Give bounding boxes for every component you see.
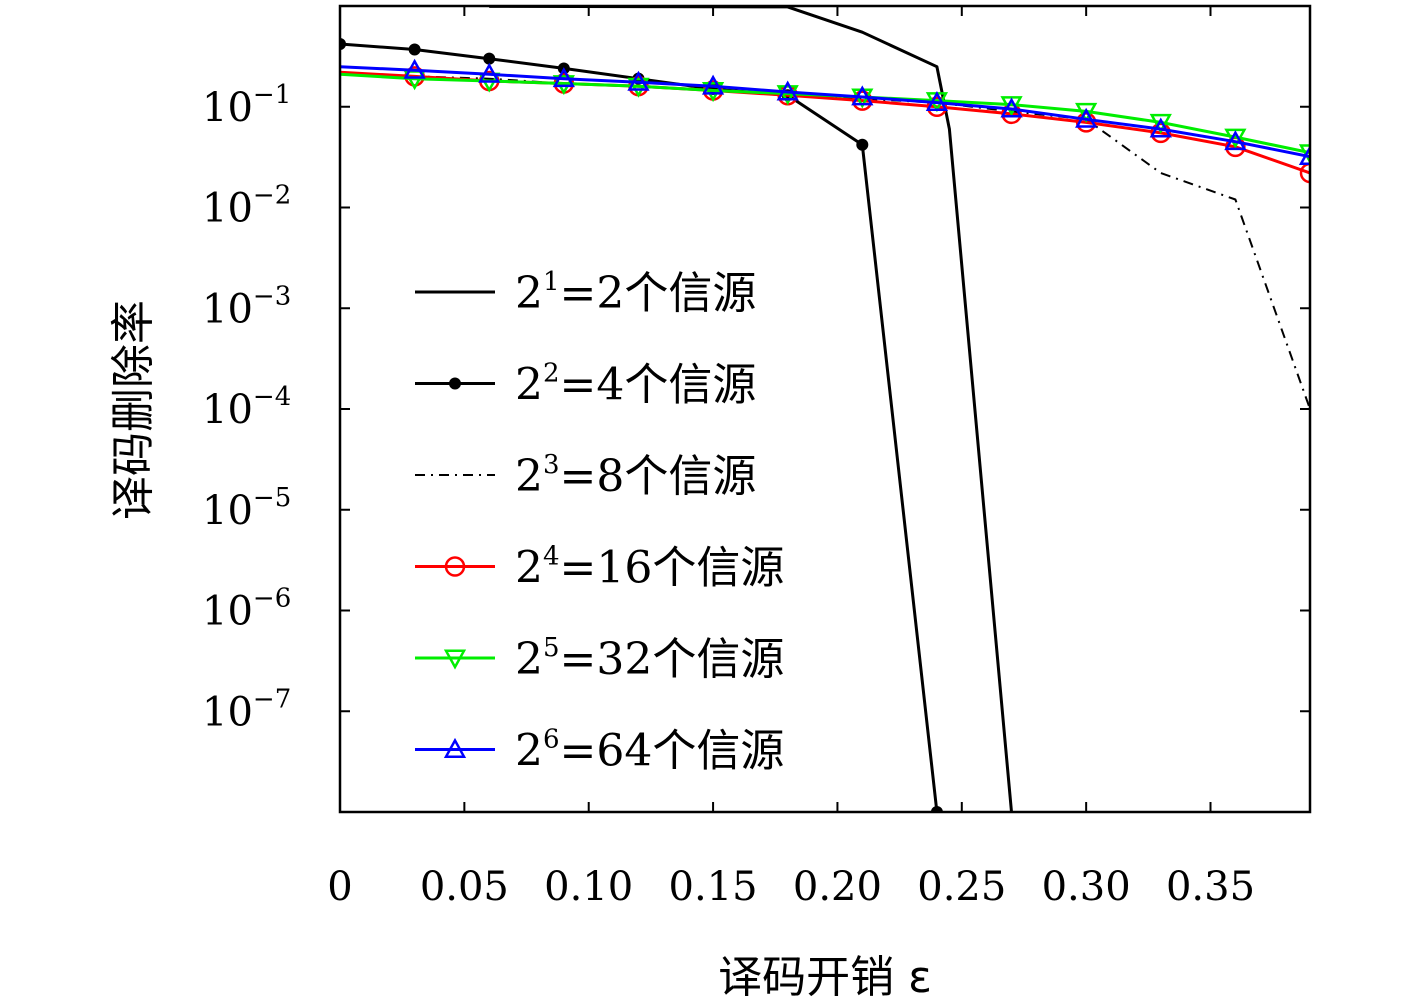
series-5-point (552, 75, 575, 96)
series-6-point (552, 67, 575, 88)
legend-label: 24=16个信源 (515, 542, 784, 594)
series-4-point (852, 90, 873, 111)
legend-item-3: 23=8个信源 (415, 450, 756, 502)
x-tick-label: 0.05 (420, 864, 509, 910)
series-4-point (1299, 162, 1310, 184)
legend: 21=2个信源 22=4个信源 23=8个信源 24=16个信源 25=32个信源 26=… (415, 267, 784, 777)
series-5-point (1000, 96, 1023, 117)
series-6-point (1075, 107, 1098, 128)
y-tick-label: 10−1 (202, 80, 291, 131)
series-6-point (627, 70, 650, 91)
legend-label: 26=64个信源 (515, 725, 784, 777)
series-5-point (1224, 128, 1247, 149)
x-axis-label: 译码开销 ε (718, 952, 932, 1003)
legend-marker (443, 737, 467, 758)
x-tick-label: 0.15 (669, 864, 758, 910)
y-axis-label: 译码删除率 (108, 300, 159, 520)
series-5-point (1149, 113, 1172, 134)
x-tick-label: 0.10 (544, 864, 633, 910)
series-6-point (701, 74, 725, 95)
x-tick-label: 0.20 (793, 864, 882, 910)
series-2-point (930, 806, 943, 812)
y-tick-label: 10−4 (202, 382, 291, 433)
series-6-point (1149, 117, 1172, 138)
series-2-point (340, 37, 346, 50)
legend-label: 22=4个信源 (515, 359, 756, 411)
series-2-point (483, 52, 496, 65)
series-6-point (925, 91, 949, 112)
legend-item-5: 25=32个信源 (415, 633, 784, 685)
y-tick-label: 10−6 (202, 584, 291, 635)
legend-item-2: 22=4个信源 (415, 359, 756, 411)
y-tick-label: 10−2 (202, 181, 291, 232)
series-5 (340, 70, 1310, 165)
legend-label: 25=32个信源 (515, 633, 784, 685)
series-2-line (340, 42, 939, 812)
legend-item-4: 24=16个信源 (415, 542, 784, 594)
series-5-point (1075, 102, 1098, 123)
x-tick-label: 0 (327, 864, 352, 910)
series-6-line (340, 65, 1310, 159)
legend-item-1: 21=2个信源 (415, 267, 756, 319)
series-6 (340, 58, 1310, 166)
series-6-point (1298, 145, 1310, 166)
legend-marker (444, 556, 466, 577)
series-6-point (1000, 97, 1023, 118)
series-4-point (926, 96, 948, 117)
series-5-point (776, 85, 799, 106)
legend-label: 23=8个信源 (515, 450, 756, 502)
y-tick-label: 10−3 (202, 281, 291, 332)
series-4-point (1075, 112, 1097, 133)
series-6-point (478, 62, 501, 83)
series-6-point (851, 85, 874, 106)
series-5-point (627, 77, 650, 98)
series-6-point (776, 80, 799, 101)
series-2 (340, 37, 943, 812)
legend-item-6: 26=64个信源 (415, 725, 784, 777)
series-layer (340, 6, 1310, 812)
axes: 0 0.05 0.10 0.15 0.20 0.25 0.30 0.35 10−1 10−2 10−… (202, 4, 1312, 910)
legend-label: 21=2个信源 (515, 267, 756, 319)
legend-marker (443, 649, 467, 670)
x-tick-label: 0.30 (1042, 864, 1131, 910)
series-6-point (403, 58, 426, 79)
x-tick-label: 0.35 (1166, 864, 1255, 910)
series-6-point (1224, 130, 1247, 151)
series-5-point (701, 82, 725, 103)
series-2-point (856, 138, 869, 151)
y-tick-label: 10−5 (202, 483, 291, 534)
series-2-point (408, 43, 421, 56)
x-tick-label: 0.25 (917, 864, 1006, 910)
y-tick-label: 10−7 (202, 684, 291, 735)
legend-marker (449, 377, 461, 390)
